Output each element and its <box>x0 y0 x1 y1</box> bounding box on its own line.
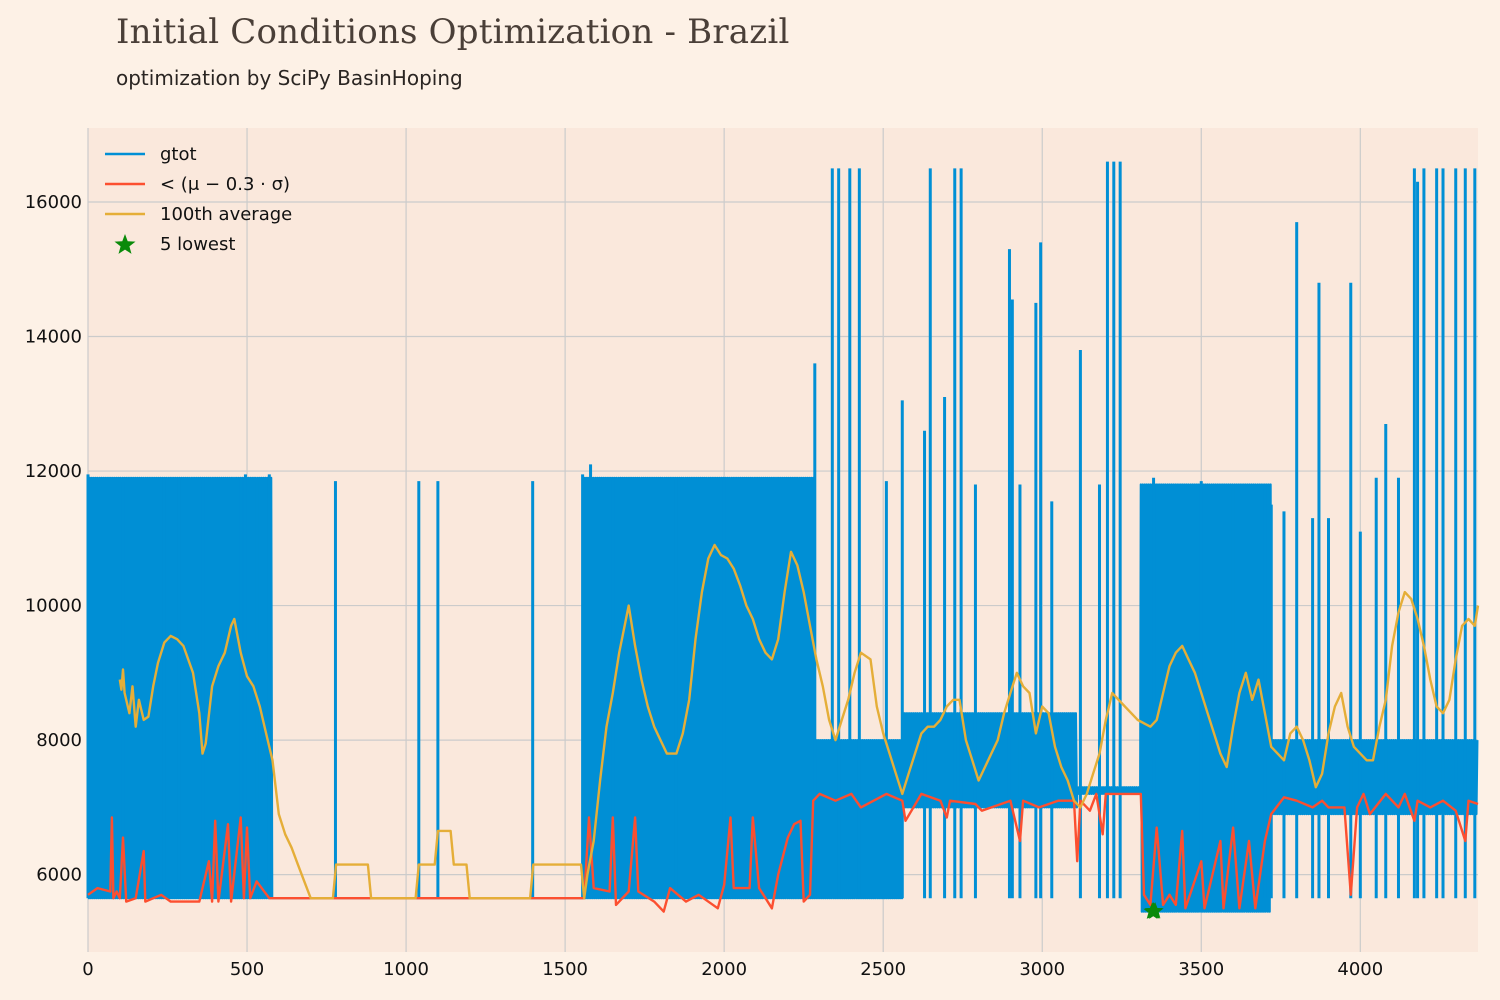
x-tick-label: 500 <box>230 959 264 980</box>
y-tick-label: 10000 <box>25 596 82 617</box>
y-tick-label: 6000 <box>36 865 82 886</box>
y-tick-label: 12000 <box>25 461 82 482</box>
x-axis: 0 500 1000 1500 2000 2500 3000 3500 4000 <box>82 959 1383 980</box>
series-layer <box>86 161 1480 919</box>
legend-swatch <box>114 234 136 254</box>
x-tick-label: 2500 <box>860 959 906 980</box>
series-below-threshold <box>87 792 1479 913</box>
legend-label: 5 lowest <box>160 234 235 255</box>
y-axis: 6000 8000 10000 12000 14000 16000 <box>25 192 82 886</box>
x-tick-label: 1000 <box>383 959 429 980</box>
x-tick-label: 3000 <box>1019 959 1065 980</box>
legend-label: < (μ − 0.3 · σ) <box>160 174 290 195</box>
y-tick-label: 14000 <box>25 327 82 348</box>
x-tick-label: 4000 <box>1337 959 1383 980</box>
legend-label: 100th average <box>160 204 292 225</box>
x-tick-label: 3500 <box>1178 959 1224 980</box>
legend: gtot < (μ − 0.3 · σ) 100th average 5 lowest <box>105 144 292 255</box>
x-tick-label: 1500 <box>542 959 588 980</box>
chart-title: Initial Conditions Optimization - Brazil <box>116 12 790 52</box>
legend-label: gtot <box>160 144 197 165</box>
x-tick-label: 2000 <box>701 959 747 980</box>
y-tick-label: 8000 <box>36 730 82 751</box>
lowest-point-marker <box>1146 902 1164 919</box>
y-tick-label: 16000 <box>25 192 82 213</box>
series-100th-average <box>118 543 1480 900</box>
x-tick-label: 0 <box>82 959 93 980</box>
chart-subtitle: optimization by SciPy BasinHoping <box>116 66 463 90</box>
